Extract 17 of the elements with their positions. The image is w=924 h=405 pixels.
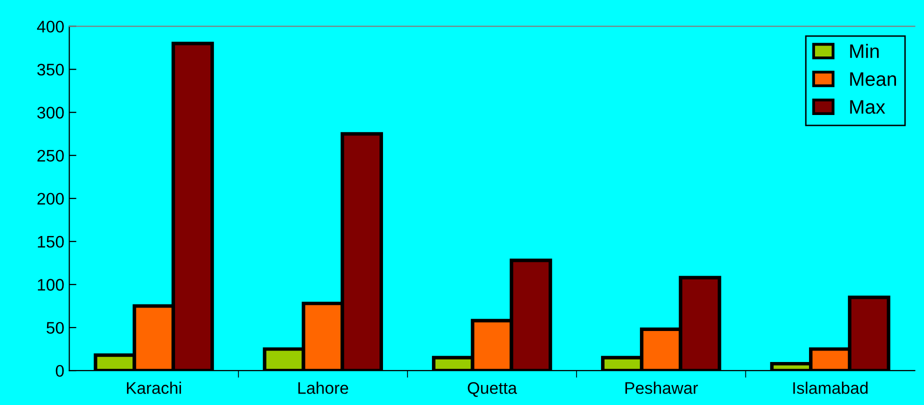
y-tick-label: 100	[38, 278, 64, 291]
y-tick-label: 50	[46, 322, 64, 334]
legend-label: Mean	[850, 72, 896, 86]
y-tick-label: 350	[37, 64, 64, 76]
legend-label: Max	[850, 100, 886, 114]
y-tick-label: 250	[37, 150, 64, 162]
x-tick-label: Quetta	[468, 382, 518, 397]
legend-label: Min	[850, 44, 879, 58]
y-tick-label: 0	[56, 364, 64, 377]
y-tick-label: 300	[37, 106, 64, 119]
y-tick-label: 150	[38, 236, 64, 248]
x-tick-label: Peshawar	[625, 382, 698, 394]
x-tick-label: Islamabad	[793, 382, 868, 394]
y-tick-label: 400	[37, 20, 64, 33]
x-tick-label: Lahore	[298, 382, 348, 394]
y-tick-label: 200	[37, 192, 64, 205]
x-tick-label: Karachi	[126, 382, 181, 394]
